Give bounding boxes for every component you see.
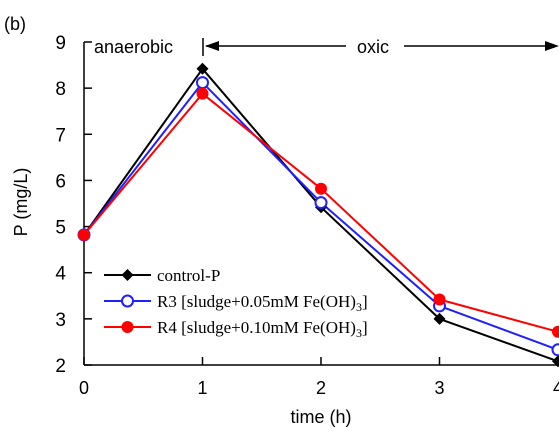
series-2-point <box>196 76 209 90</box>
series-3-point <box>433 293 446 306</box>
legend-label-control: control-P <box>157 266 220 285</box>
x-axis-title: time (h) <box>290 407 351 427</box>
legend-marker-r4 <box>121 321 134 333</box>
series-2-point <box>551 343 559 357</box>
oxic-arrowhead-right <box>545 41 559 51</box>
legend-label-r4-tail: ] <box>362 318 368 337</box>
legend-label-r3-main: R3 [sludge+0.05mM Fe(OH) <box>157 292 356 311</box>
y-tick-label: 6 <box>55 171 66 192</box>
series-layer <box>77 62 559 368</box>
y-axis-title: P (mg/L) <box>11 168 31 237</box>
phase-oxic-label: oxic <box>357 37 389 57</box>
x-tick-label: 1 <box>197 378 207 398</box>
legend-label-r4: R4 [sludge+0.10mM Fe(OH)3] <box>157 318 368 340</box>
phase-annotation: anaerobic oxic <box>94 37 559 57</box>
legend-label-r3: R3 [sludge+0.05mM Fe(OH)3] <box>157 292 368 314</box>
x-tick-label: 4 <box>553 378 559 398</box>
series-3-point <box>552 325 559 338</box>
series-3-point <box>315 182 327 195</box>
y-tick-label: 3 <box>55 310 66 331</box>
oxic-arrowhead-left <box>205 41 219 51</box>
x-tick-label: 2 <box>316 378 326 398</box>
legend-label-r4-main: R4 [sludge+0.10mM Fe(OH) <box>157 318 356 337</box>
series-2-point <box>314 196 328 210</box>
y-tick-label: 2 <box>55 356 66 377</box>
ticks: 2 3 4 5 6 7 8 9 0 1 2 3 4 <box>55 33 559 398</box>
series-3-point <box>78 228 90 241</box>
panel-label: (b) <box>4 14 26 34</box>
series-1-point <box>552 355 559 368</box>
legend-marker-control <box>121 269 134 281</box>
y-tick-label: 9 <box>55 33 66 54</box>
legend-label-r3-sub: 3 <box>356 300 362 314</box>
legend-label-r3-tail: ] <box>362 292 368 311</box>
y-tick-label: 5 <box>55 218 66 239</box>
phase-anaerobic-label: anaerobic <box>94 37 173 57</box>
y-tick-label: 7 <box>55 125 66 146</box>
x-tick-label: 3 <box>434 378 444 398</box>
y-tick-label: 8 <box>55 79 66 100</box>
series-1-point <box>196 62 209 75</box>
legend: control-P R3 [sludge+0.05mM Fe(OH)3] R4 … <box>104 266 368 340</box>
series-3-point <box>196 87 209 100</box>
legend-marker-r3 <box>121 294 134 308</box>
y-tick-label: 4 <box>55 264 66 285</box>
series-1-point <box>433 312 446 325</box>
x-tick-label: 0 <box>79 378 89 398</box>
legend-label-r4-sub: 3 <box>356 326 362 340</box>
